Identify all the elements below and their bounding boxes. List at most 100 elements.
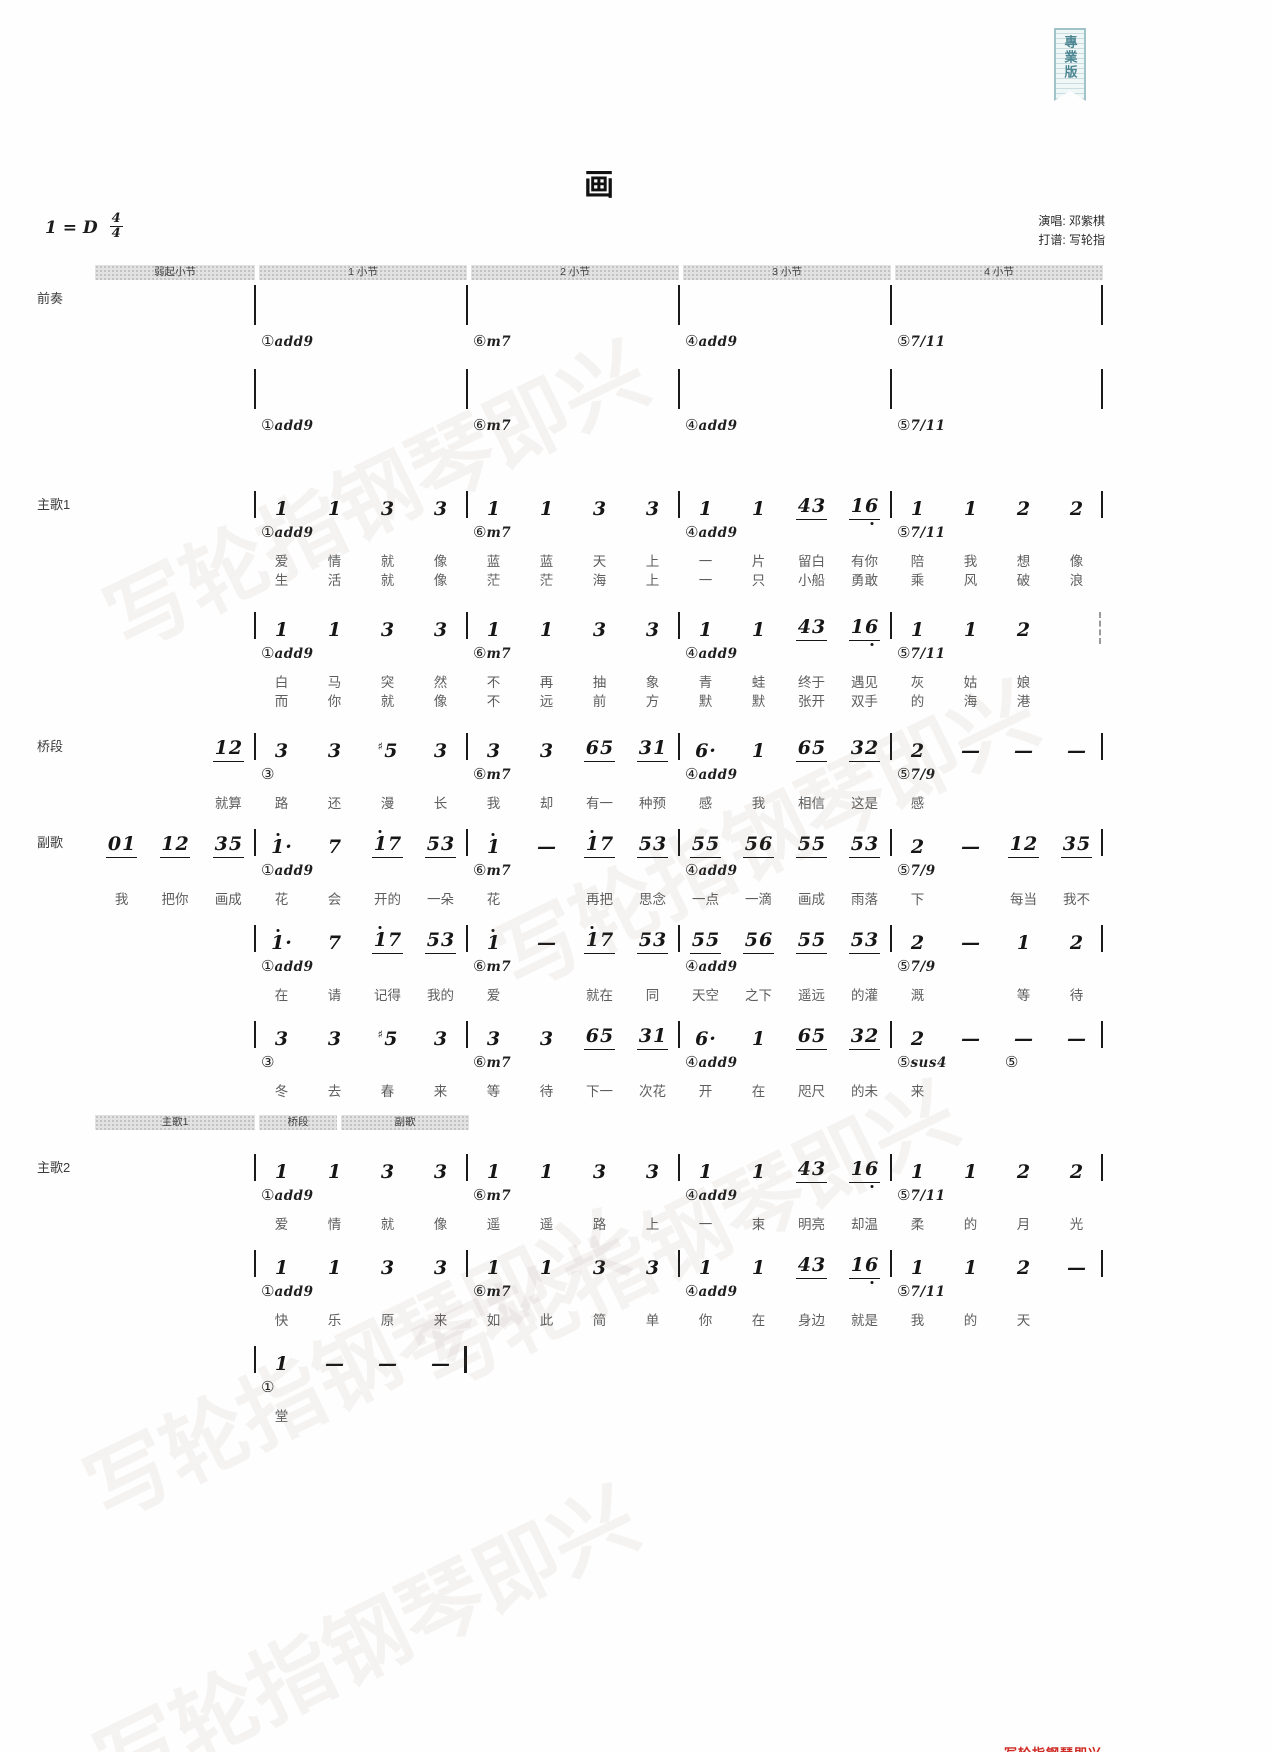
notes-row xyxy=(679,367,891,413)
measure: 1 1 2 2 ⑤7/11 陪 我 想 像乘 风 破 浪 xyxy=(890,489,1103,588)
edition-badge-label: 專業版 xyxy=(1062,35,1078,80)
lyric-syllable: 花 xyxy=(274,892,289,907)
melody-note: 1 xyxy=(327,1161,342,1184)
melody-note: 31 xyxy=(637,738,668,762)
chord-symbol: ①add9 xyxy=(261,957,314,975)
system: 桥段 12 就算 3 3 ♯5 3 ③ 路 还 漫 长 3 3 65 31 ⑥m7 我 却 有一 种预 6· 1 65 32 ④a… xyxy=(37,731,1103,812)
lyric-syllable: 简 xyxy=(592,1313,607,1328)
measure-header-bar: 弱起小节 1 小节 2 小节 3 小节 4 小节 xyxy=(95,265,1103,280)
barline xyxy=(466,1250,468,1277)
lyrics-row: 我 把你 画成 xyxy=(95,888,255,907)
lyric-syllable: 生 xyxy=(274,573,289,588)
chord-row xyxy=(95,1183,255,1213)
notes-row: 3 3 ♯5 3 xyxy=(255,1019,467,1050)
notes-row: 1 1 3 3 xyxy=(467,1248,679,1279)
melody-note: 1 xyxy=(486,619,501,642)
barline xyxy=(678,925,680,952)
chord-symbol: ④add9 xyxy=(685,957,738,975)
barline xyxy=(254,1021,256,1048)
lyric-syllable xyxy=(95,792,148,812)
system: 3 3 ♯5 3 ③ 冬 去 春 来 3 3 65 31 ⑥m7 等 待 下一 次花 6· 1 65 32 ④add9 开 在 咫… xyxy=(95,1019,1103,1099)
melody-note: 1· xyxy=(271,932,292,955)
melody-note: 1· xyxy=(271,836,292,859)
notes-row: 55 56 55 53 xyxy=(679,923,891,954)
lyrics-row: 如此简单 xyxy=(467,1309,679,1328)
lyric-syllable: 感 xyxy=(698,796,713,811)
system: 1 — — — ① 堂 xyxy=(95,1344,1103,1424)
lyric-syllable: 一 xyxy=(698,554,713,569)
notes-row: 1 — 17 53 xyxy=(467,827,679,858)
chord-row: ⑤7/9 xyxy=(891,762,1103,792)
melody-note: 3 xyxy=(433,498,448,521)
chord-symbol: ③ xyxy=(261,765,275,783)
lyric-syllable xyxy=(944,984,997,1004)
barline xyxy=(678,1250,680,1277)
notes-row: 1 1 43 16 xyxy=(679,1248,891,1279)
lyric-syllable xyxy=(467,1405,520,1424)
lyric-syllable: 小船 xyxy=(798,573,825,588)
lyric-syllable: 灰 xyxy=(910,675,925,690)
chord-row: ⑤7/11 xyxy=(891,1183,1103,1213)
chord-row: ⑤7/9 xyxy=(891,954,1103,984)
lyric-syllable: 天 xyxy=(592,554,607,569)
measure: 1 1 3 3 ①add9 爱 情 就 像 xyxy=(254,1152,467,1232)
melody-note: 12 xyxy=(1008,834,1039,858)
chord-symbol: ④add9 xyxy=(685,1053,738,1071)
barline xyxy=(1101,369,1103,409)
chord-symbol: ⑥m7 xyxy=(473,523,512,541)
chord-symbol: ④add9 xyxy=(685,523,738,541)
lyric-syllable: 相信 xyxy=(798,796,825,811)
barline xyxy=(890,369,892,409)
lyric-syllable: 娘 xyxy=(1016,675,1031,690)
chord-row: ③ xyxy=(255,1050,467,1080)
measure: 1 1 3 3 ①add9 白 马 突 然而 你 就 像 xyxy=(254,610,467,709)
melody-note: 53 xyxy=(425,834,456,858)
lyric-syllable xyxy=(361,1405,414,1425)
song-title: 画 xyxy=(584,169,614,202)
barline xyxy=(254,612,256,639)
barline xyxy=(1101,285,1103,325)
measure: 2 — — — ⑤sus4 ⑤ 来 xyxy=(890,1019,1103,1099)
chord-row: ⑤7/11 xyxy=(891,641,1103,671)
section-header-segment: 1 小节 xyxy=(259,265,467,280)
melody-note: 1 xyxy=(751,1257,766,1280)
measure: 1 1 3 3 ⑥m7 不再抽象不远前方 xyxy=(466,610,679,709)
lyric-syllable: 光 xyxy=(1069,1217,1084,1232)
lyric-syllable: 就算 xyxy=(214,796,242,811)
notes-row: 1 1 3 3 xyxy=(255,610,467,641)
measure xyxy=(95,283,255,359)
lyric-syllable: 束 xyxy=(751,1217,766,1232)
melody-note: 2 xyxy=(910,836,925,859)
lyric-syllable: 同 xyxy=(645,988,660,1003)
barline xyxy=(890,1154,892,1181)
melody-note: 1 xyxy=(539,619,554,642)
barline xyxy=(890,1021,892,1048)
melody-note: — xyxy=(537,836,556,859)
chord-row: ①add9 xyxy=(255,1279,467,1309)
chord-row: ④add9 xyxy=(679,762,891,792)
lyrics-row xyxy=(467,1405,679,1424)
lyrics-row: 的海港 xyxy=(891,690,1103,709)
lyric-syllable xyxy=(891,1405,944,1424)
melody-note: 2 xyxy=(1069,1161,1084,1184)
chord-row: ⑥m7 xyxy=(467,1050,679,1080)
melody-note: ♯5 xyxy=(377,740,398,763)
lyric-syllable: 等 xyxy=(486,1084,501,1099)
melody-note: 3 xyxy=(327,1028,342,1051)
lyric-syllable: 一朵 xyxy=(427,892,454,907)
lyrics-row xyxy=(891,1405,1103,1424)
measure: 3 3 ♯5 3 ③ 冬 去 春 来 xyxy=(254,1019,467,1099)
melody-note: 3 xyxy=(592,498,607,521)
lyric-syllable: 活 xyxy=(327,573,342,588)
lyrics-row xyxy=(95,671,255,690)
lyric-syllable: 想 xyxy=(1016,554,1031,569)
chord-symbol: ④add9 xyxy=(685,416,738,434)
melody-note: 3 xyxy=(380,498,395,521)
credit-transcriber: 打谱: 写轮指 xyxy=(1038,232,1105,247)
barline xyxy=(890,829,892,856)
lyric-syllable: 不 xyxy=(486,694,501,709)
lyric-syllable xyxy=(785,1405,838,1424)
measure: 1 1 2 ⑤7/11 灰 姑 娘的 海 港 xyxy=(890,610,1103,709)
lyric-syllable: 你 xyxy=(327,694,342,709)
lyric-syllable: 身边 xyxy=(798,1313,825,1328)
